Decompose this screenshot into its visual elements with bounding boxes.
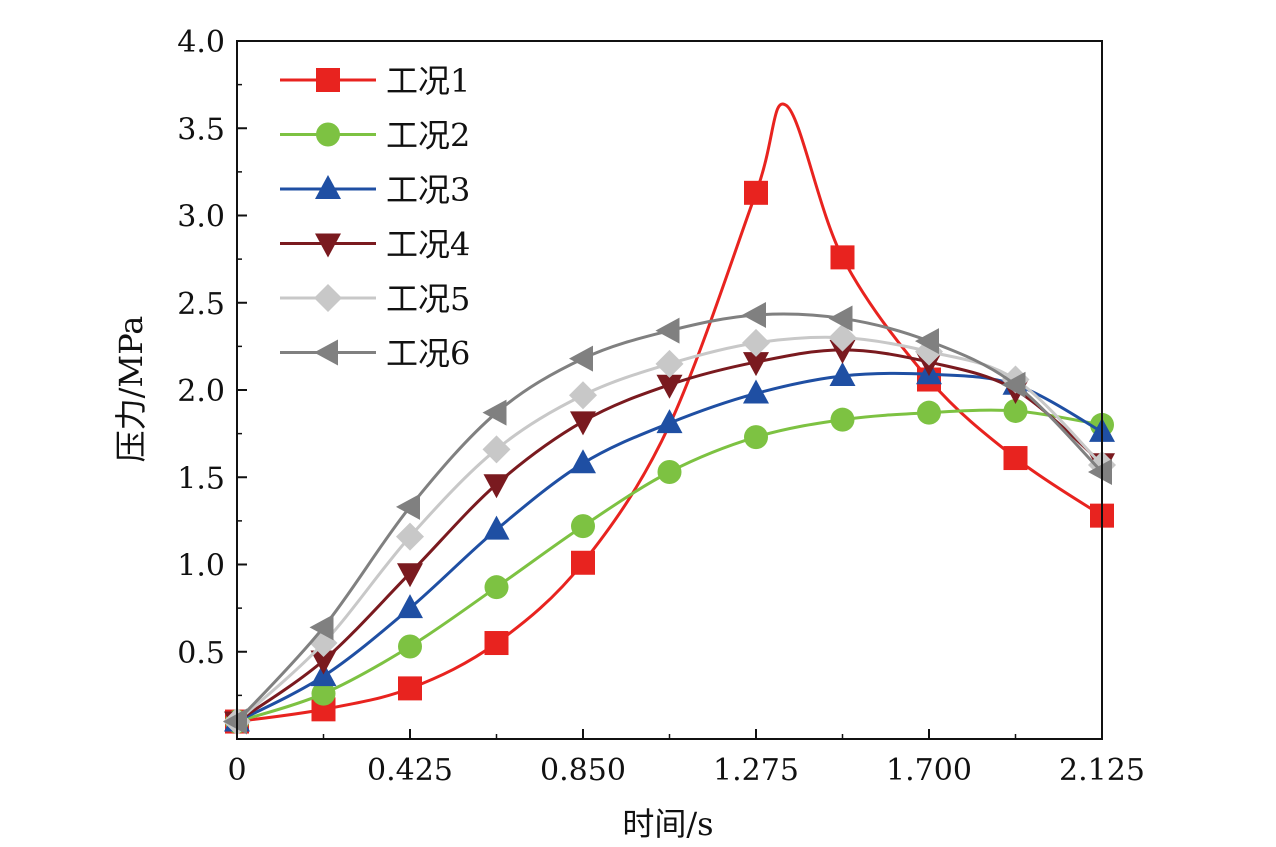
series-6-point-4	[482, 399, 507, 426]
y-tick-label: 1.5	[177, 461, 225, 496]
x-tick-label: 1.700	[886, 753, 972, 788]
legend-item-6: 工况6	[280, 335, 470, 373]
series-4-point-6	[656, 374, 683, 399]
legend-item-1: 工况1	[280, 62, 470, 100]
y-tick-label: 3.0	[177, 200, 225, 235]
series-5-point-7	[742, 328, 770, 357]
series-6-point-3	[396, 493, 420, 520]
series-6-point-5	[569, 345, 593, 372]
series-1-point-7	[830, 245, 855, 270]
series-6-point-7	[742, 301, 766, 328]
y-axis-title: 压力/MPa	[112, 316, 150, 463]
series-1-point-6	[744, 180, 768, 205]
series-3-point-3	[397, 594, 423, 619]
legend: 工况1 工况2 工况3 工况4 工况5 工况6	[280, 62, 470, 373]
series-4-point-3	[397, 563, 423, 588]
series-2-point-7	[744, 425, 768, 450]
legend-item-3: 工况3	[280, 171, 470, 209]
legend-label: 工况4	[386, 226, 470, 264]
series-1-point-9	[1003, 446, 1028, 471]
legend-marker-6	[314, 339, 338, 366]
legend-label: 工况1	[386, 62, 470, 100]
series-layer	[223, 102, 1116, 736]
y-tick-label: 1.0	[177, 549, 225, 584]
x-tick-label: 0.850	[540, 753, 626, 788]
legend-label: 工况5	[386, 280, 470, 318]
series-3-point-5	[570, 449, 596, 474]
series-2-point-4	[484, 575, 509, 600]
series-5-point-5	[569, 381, 597, 410]
legend-marker-1	[316, 68, 340, 92]
x-tick-label: 0.425	[367, 753, 453, 788]
series-4-point-4	[483, 474, 510, 499]
x-tick-label: 0	[227, 753, 246, 788]
legend-item-2: 工况2	[280, 117, 470, 155]
series-5-point-4	[482, 435, 511, 464]
legend-marker-4	[315, 233, 341, 258]
series-1-point-3	[398, 676, 422, 701]
series-3-point-4	[483, 515, 510, 540]
series-3-point-7	[743, 379, 769, 404]
series-4-point-8	[829, 339, 856, 364]
series-2-point-8	[830, 407, 855, 432]
series-4-line	[236, 348, 1103, 723]
series-6	[223, 301, 1112, 735]
series-3-point-8	[829, 362, 856, 387]
x-axis-title: 时间/s	[622, 805, 713, 843]
series-1-point-5	[571, 550, 595, 575]
y-tick-label: 3.5	[177, 112, 225, 147]
series-1-point-4	[484, 631, 509, 656]
axes-layer: 0 0.425 0.850 1.275 1.700 2.125 0.5 1.0 1.5 2.0 2.…	[177, 25, 1145, 788]
series-6-point-9	[915, 328, 939, 355]
series-5-point-8	[828, 323, 857, 352]
legend-item-4: 工况4	[280, 226, 470, 264]
legend-label: 工况6	[386, 335, 470, 373]
series-6-point-2	[309, 614, 334, 641]
series-6-line	[235, 312, 1104, 723]
y-tick-label: 4.0	[177, 25, 225, 60]
series-4-point-5	[570, 411, 596, 436]
series-2	[225, 398, 1114, 734]
legend-marker-3	[315, 175, 341, 199]
series-5-point-6	[655, 349, 684, 378]
series-2-point-5	[571, 514, 595, 539]
series-2-point-3	[398, 634, 422, 659]
legend-label: 工况3	[386, 171, 470, 209]
legend-label: 工况2	[386, 117, 470, 155]
legend-item-5: 工况5	[280, 280, 470, 318]
series-2-point-2	[311, 681, 336, 706]
y-tick-label: 0.5	[177, 636, 225, 671]
series-6-point-6	[655, 317, 680, 344]
legend-marker-2	[316, 122, 340, 147]
x-tick-label: 2.125	[1059, 753, 1145, 788]
series-2-point-6	[657, 460, 682, 485]
series-5-point-3	[396, 522, 424, 551]
series-4-point-2	[310, 650, 337, 675]
y-tick-label: 2.5	[177, 287, 225, 322]
series-5	[223, 323, 1116, 736]
series-6-point-8	[828, 305, 853, 332]
series-2-point-10	[1003, 398, 1028, 423]
series-6-point-1	[223, 708, 247, 735]
legend-marker-5	[314, 284, 342, 312]
x-tick-label: 1.275	[713, 753, 799, 788]
series-4-point-7	[743, 352, 769, 377]
series-6-point-10	[1001, 371, 1026, 398]
y-tick-label: 2.0	[177, 374, 225, 409]
series-2-point-9	[917, 400, 941, 425]
series-3-point-6	[656, 409, 683, 434]
series-6-point-11	[1088, 459, 1112, 486]
